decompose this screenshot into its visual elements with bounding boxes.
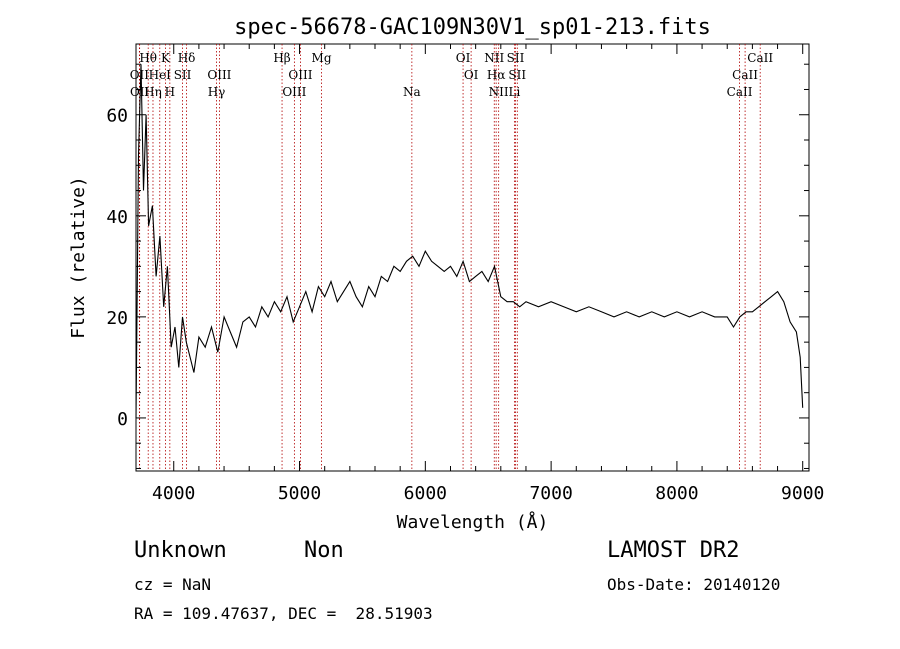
spectral-line-label: Li xyxy=(508,85,520,99)
spectral-line-label: OI xyxy=(464,68,479,82)
spectral-line-label: HeI xyxy=(149,68,172,82)
spectral-line-label: Hη xyxy=(144,85,162,99)
spectral-line-label: Hα xyxy=(487,68,506,82)
spectral-line-label: K xyxy=(161,51,171,65)
spectral-line-label: OIII xyxy=(207,68,231,82)
x-tick-label: 8000 xyxy=(655,483,698,504)
spectral-line-label: CaII xyxy=(747,51,773,65)
spectral-line-label: NII xyxy=(489,85,509,99)
spectral-line-label: OI xyxy=(456,51,471,65)
object-class: Unknown xyxy=(134,538,227,563)
x-tick-label: 5000 xyxy=(278,483,321,504)
plot-frame xyxy=(135,43,810,472)
chart-title: spec-56678-GAC109N30V1_sp01-213.fits xyxy=(234,15,711,40)
spectral-line-label: Mg xyxy=(312,51,332,65)
y-tick-label: 60 xyxy=(106,106,128,127)
spectral-line-label: NII xyxy=(484,51,504,65)
survey-name: LAMOST DR2 xyxy=(607,538,740,563)
obs-date: Obs-Date: 20140120 xyxy=(607,575,781,594)
y-axis-label: Flux (relative) xyxy=(68,176,89,339)
spectral-line-label: OIII xyxy=(288,68,312,82)
spectral-line-label: CaII xyxy=(732,68,758,82)
spectral-line-label: SII xyxy=(508,68,526,82)
spectral-line-label: Hγ xyxy=(208,85,226,99)
x-axis-label: Wavelength (Å) xyxy=(397,511,549,533)
spectral-line-label: Hθ xyxy=(139,51,157,65)
x-tick-label: 4000 xyxy=(152,483,195,504)
x-tick-label: 6000 xyxy=(404,483,447,504)
x-tick-label: 7000 xyxy=(529,483,572,504)
ra-dec: RA = 109.47637, DEC = 28.51903 xyxy=(134,604,433,623)
spectral-line-label: OII xyxy=(130,68,150,82)
spectral-line-label: Hδ xyxy=(178,51,196,65)
spectral-line-label: H xyxy=(165,85,175,99)
spectral-line-label: Hβ xyxy=(273,51,290,65)
object-subclass: Non xyxy=(304,538,344,563)
y-tick-label: 40 xyxy=(106,207,128,228)
spectral-line-label: SII xyxy=(507,51,525,65)
spectral-line-label: Na xyxy=(403,85,421,99)
spectral-line-label: CaII xyxy=(727,85,753,99)
y-tick-label: 0 xyxy=(117,409,128,430)
spectrum-line xyxy=(135,64,804,418)
redshift-cz: cz = NaN xyxy=(134,575,212,594)
y-tick-label: 20 xyxy=(106,308,128,329)
spectral-line-label: SII xyxy=(174,68,192,82)
spectral-line-label: OIII xyxy=(282,85,306,99)
x-tick-label: 9000 xyxy=(781,483,824,504)
